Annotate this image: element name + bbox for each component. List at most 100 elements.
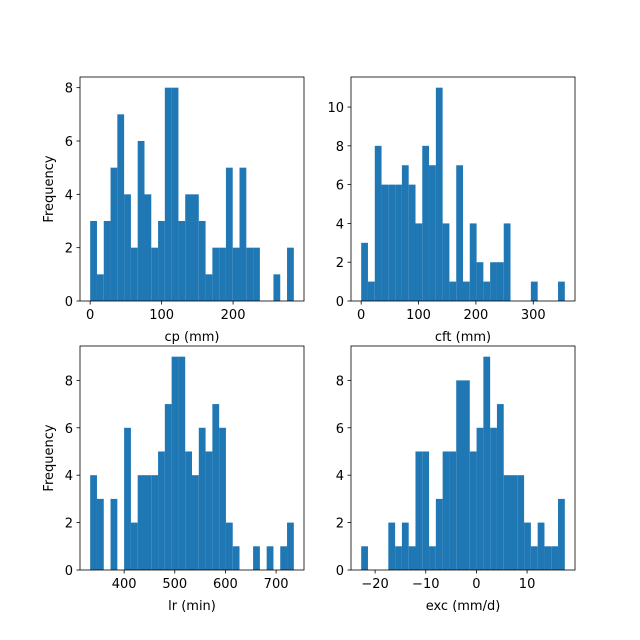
bar	[408, 184, 416, 301]
bar	[198, 221, 206, 301]
bar	[130, 522, 138, 570]
bar	[381, 184, 389, 301]
bar	[530, 546, 538, 570]
bar	[490, 262, 497, 301]
bar	[442, 223, 450, 301]
x-tick-label: −10	[412, 577, 439, 592]
bar	[422, 145, 430, 301]
bar	[225, 522, 233, 570]
bar	[476, 427, 484, 570]
bar	[178, 221, 186, 301]
bar	[496, 404, 504, 570]
subplot: 0 100 200 0 2 4 6 8 cp (mm) Frequency	[42, 76, 305, 345]
bar	[171, 356, 179, 570]
x-tick-label: 600	[213, 577, 238, 592]
bar	[476, 262, 484, 301]
bar	[530, 281, 538, 301]
y-tick-label: 0	[336, 564, 344, 579]
x-axis-label: cp (mm)	[164, 330, 219, 345]
bar	[96, 498, 104, 570]
axes-frame	[350, 345, 576, 571]
bar	[164, 87, 172, 302]
x-tick-label: 100	[406, 308, 431, 323]
y-tick-label: 6	[65, 135, 73, 150]
bar	[558, 498, 565, 570]
bar	[517, 475, 525, 570]
bar	[205, 451, 213, 570]
bar	[205, 274, 213, 301]
y-tick-label: 2	[336, 517, 344, 532]
y-axis-label: Frequency	[42, 155, 57, 222]
x-tick-label: 300	[521, 308, 546, 323]
x-axis-label: cft (mm)	[435, 330, 491, 345]
x-tick-label: 200	[221, 308, 246, 323]
bar	[415, 223, 423, 301]
y-tick-label: 8	[65, 82, 73, 97]
bar	[185, 451, 192, 570]
bar	[212, 247, 220, 301]
bar	[374, 145, 382, 301]
bar	[401, 165, 409, 301]
bar	[449, 281, 457, 301]
bar	[151, 475, 159, 570]
x-tick-label: 400	[112, 577, 137, 592]
bar	[503, 223, 511, 301]
bar	[158, 221, 165, 301]
y-tick-label: 2	[65, 242, 73, 257]
subplot: 0 100 200 300 0 2 4 6 8 10 cft (mm)	[327, 76, 576, 345]
bar	[469, 223, 477, 301]
bar	[158, 451, 165, 570]
bar	[456, 165, 463, 301]
x-tick-label: 500	[162, 577, 187, 592]
y-tick-label: 4	[65, 188, 73, 203]
x-tick-label: 0	[472, 577, 480, 592]
bar	[90, 475, 97, 570]
axes-frame	[79, 345, 305, 571]
y-tick-label: 8	[336, 374, 344, 389]
bar	[483, 356, 491, 570]
x-axis-label: lr (min)	[168, 599, 216, 614]
bar	[503, 475, 511, 570]
bar	[253, 546, 260, 570]
bar	[361, 546, 368, 570]
bar	[103, 221, 111, 301]
bar	[496, 262, 504, 301]
bar	[124, 194, 131, 301]
bar	[429, 165, 436, 301]
x-axis-label: exc (mm/d)	[426, 599, 501, 614]
axes-frame	[79, 76, 305, 302]
x-tick-label: 700	[264, 577, 289, 592]
bar	[198, 427, 206, 570]
y-tick-label: 6	[65, 422, 73, 437]
bar	[219, 247, 226, 301]
x-tick-label: 0	[357, 308, 365, 323]
bar	[225, 167, 233, 301]
bar	[429, 546, 436, 570]
bar	[490, 427, 497, 570]
bar	[192, 194, 199, 301]
bar	[551, 546, 559, 570]
y-tick-label: 0	[65, 564, 73, 579]
bar	[456, 380, 463, 570]
bar	[178, 356, 186, 570]
y-axis-label: Frequency	[42, 424, 57, 491]
y-tick-label: 8	[336, 140, 344, 155]
bar	[246, 247, 254, 301]
bar	[463, 380, 470, 570]
bar	[367, 281, 375, 301]
x-tick-label: −20	[361, 577, 388, 592]
bar	[124, 427, 131, 570]
bar	[96, 274, 104, 301]
bar	[144, 194, 152, 301]
bar	[388, 184, 396, 301]
bar	[273, 274, 281, 301]
bar	[185, 194, 192, 301]
bar	[232, 546, 240, 570]
bar	[117, 114, 125, 301]
bar	[171, 87, 179, 302]
y-tick-label: 0	[336, 295, 344, 310]
bar	[558, 281, 565, 301]
bar	[110, 498, 118, 570]
bar	[415, 451, 423, 570]
